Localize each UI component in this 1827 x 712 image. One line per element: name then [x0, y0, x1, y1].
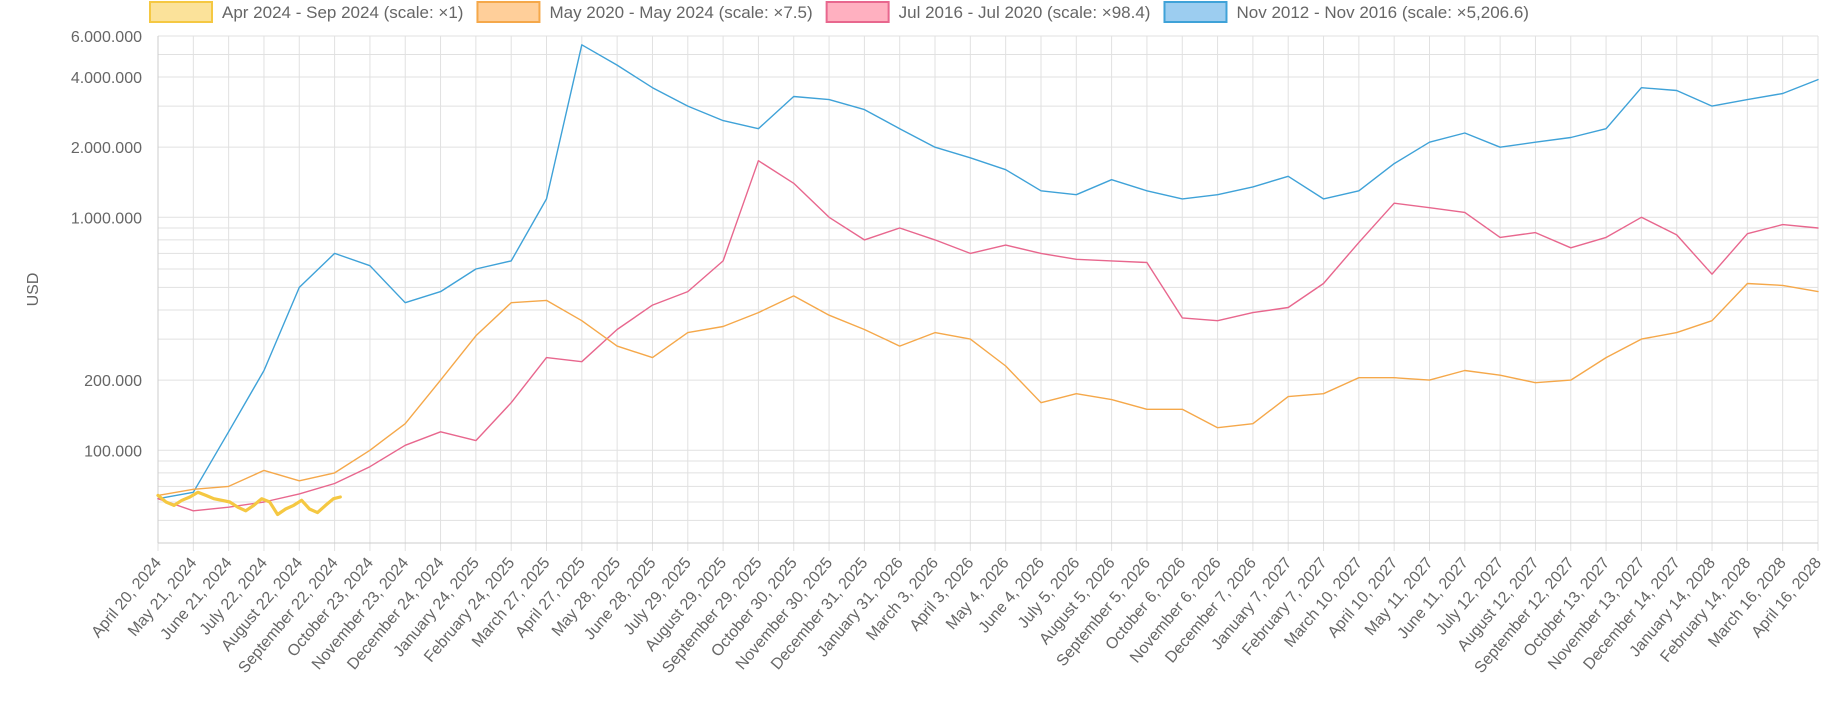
legend-swatch	[825, 1, 890, 23]
legend-swatch	[149, 1, 213, 23]
legend-item[interactable]: Jul 2016 - Jul 2020 (scale: ×98.4)	[825, 1, 1151, 23]
series-lines	[156, 44, 1819, 517]
legend[interactable]: Apr 2024 - Sep 2024 (scale: ×1) May 2020 …	[149, 1, 1529, 23]
series-line-jul-2016-jul-2020	[157, 160, 1819, 512]
legend-label: Apr 2024 - Sep 2024 (scale: ×1)	[222, 3, 463, 22]
y-tick-label: 6.000.000	[71, 29, 142, 46]
series-line-nov-2012-nov-2016	[157, 44, 1819, 500]
y-axis-title: USD	[25, 273, 42, 307]
grid	[157, 35, 1819, 551]
series-line-may-2020-may-2024	[157, 282, 1819, 497]
series-line-apr-2024-sep-2024	[156, 490, 342, 517]
legend-item[interactable]: May 2020 - May 2024 (scale: ×7.5)	[476, 1, 813, 23]
y-tick-label: 2.000.000	[71, 140, 142, 157]
legend-label: Nov 2012 - Nov 2016 (scale: ×5,206.6)	[1236, 3, 1528, 22]
legend-swatch	[476, 1, 541, 23]
y-tick-label: 200.000	[84, 373, 142, 390]
legend-item[interactable]: Nov 2012 - Nov 2016 (scale: ×5,206.6)	[1163, 1, 1529, 23]
legend-label: May 2020 - May 2024 (scale: ×7.5)	[549, 3, 812, 22]
y-tick-label: 100.000	[84, 443, 142, 460]
legend-swatch	[1163, 1, 1228, 23]
legend-item[interactable]: Apr 2024 - Sep 2024 (scale: ×1)	[149, 1, 463, 23]
legend-label: Jul 2016 - Jul 2020 (scale: ×98.4)	[899, 3, 1151, 22]
y-tick-label: 4.000.000	[71, 70, 142, 87]
y-tick-label: 1.000.000	[71, 210, 142, 227]
